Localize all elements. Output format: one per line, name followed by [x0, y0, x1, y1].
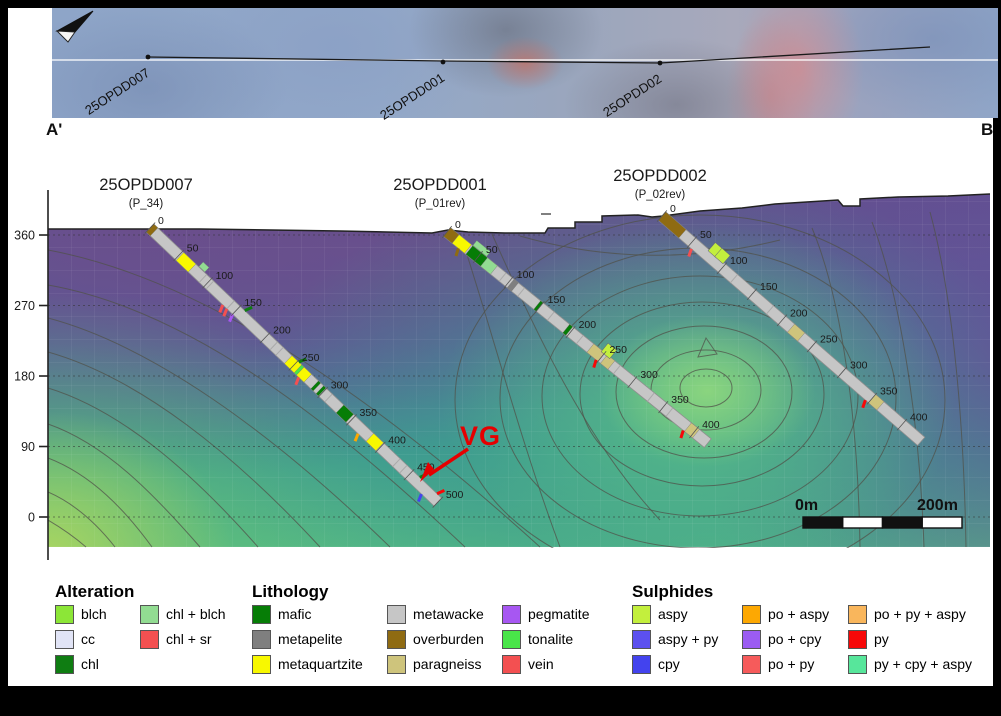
section-heatmap [48, 193, 990, 547]
plan-map [52, 8, 998, 118]
